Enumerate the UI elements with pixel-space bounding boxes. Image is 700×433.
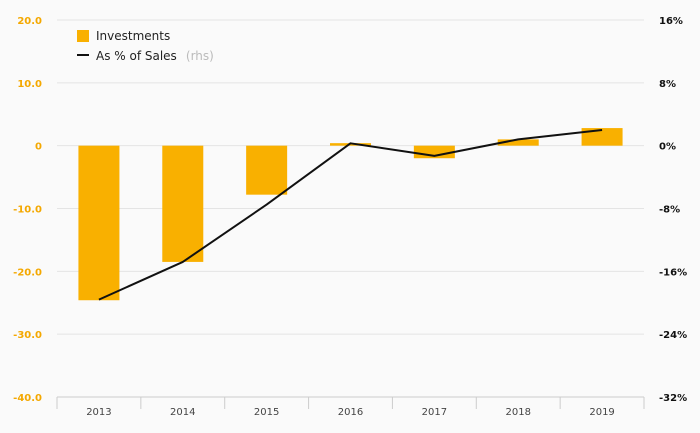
bar-investments [497, 139, 539, 146]
x-tick-label: 2014 [170, 407, 195, 418]
legend-label-sales-pct: As % of Sales (rhs) [96, 45, 214, 64]
axes: 20.0 10.0 0 -10.0 -20.0 -30.0 -40.0 16% 8% 0% -8% -… [13, 16, 687, 418]
y-right-tick-label: 16% [659, 16, 683, 27]
legend-label-sales-pct-axis-note: (rhs) [186, 49, 214, 63]
x-tick-label: 2019 [589, 407, 614, 418]
legend: Investments As % of Sales (rhs) [77, 29, 214, 64]
bar-investments [162, 145, 204, 262]
y-left-tick-label: -30.0 [13, 330, 42, 341]
y-left-tick-label: 0 [35, 142, 42, 153]
x-tick-label: 2017 [422, 407, 447, 418]
x-tick-label: 2018 [505, 407, 530, 418]
legend-label-investments: Investments [96, 29, 170, 43]
line-sales-pct [98, 128, 603, 301]
bar-investments [581, 128, 623, 146]
sales-pct-line-group [98, 128, 603, 301]
x-tick-label: 2016 [338, 407, 363, 418]
y-left-tick-label: -20.0 [13, 267, 42, 278]
x-tick-label: 2015 [254, 407, 279, 418]
y-right-tick-label: 8% [659, 79, 676, 90]
y-right-tick-label: -8% [659, 205, 680, 216]
legend-label-sales-pct-main: As % of Sales [96, 49, 177, 63]
y-left-tick-label: -10.0 [13, 205, 42, 216]
x-tick-label: 2013 [86, 407, 111, 418]
y-left-tick-label: -40.0 [13, 393, 42, 404]
y-right-tick-label: -32% [659, 393, 687, 404]
bar-investments [246, 145, 288, 195]
y-left-tick-label: 10.0 [17, 79, 42, 90]
y-right-tick-label: -16% [659, 267, 687, 278]
gridlines [57, 19, 644, 398]
y-left-tick-label: 20.0 [17, 16, 42, 27]
y-right-tick-label: 0% [659, 142, 676, 153]
y-right-tick-label: -24% [659, 330, 687, 341]
investments-bars [78, 128, 623, 301]
bar-investments [78, 145, 120, 301]
legend-swatch-investments [77, 30, 89, 42]
